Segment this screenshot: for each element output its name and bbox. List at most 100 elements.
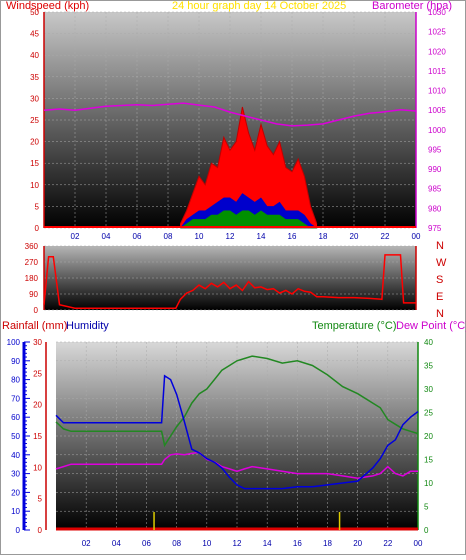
wind-tick-label: 45 <box>30 30 39 39</box>
wind-x-tick-label: 04 <box>102 232 111 241</box>
humidity-tick-label: 100 <box>7 338 21 347</box>
barometer-tick-label: 990 <box>428 165 442 174</box>
wind-x-tick-label: 22 <box>381 232 390 241</box>
barometer-line <box>43 102 417 127</box>
compass-label: E <box>436 291 443 303</box>
temp-x-tick-label: 06 <box>142 539 151 548</box>
temperature-tick-label: 30 <box>424 385 433 394</box>
temp-x-tick-label: 00 <box>414 539 423 548</box>
barometer-tick-label: 985 <box>428 185 442 194</box>
temperature-line <box>55 355 419 448</box>
graph-title: 24 hour graph day 14 October 2025 <box>172 0 347 12</box>
barometer-tick-label: 1010 <box>428 87 446 96</box>
wind-x-tick-label: 14 <box>257 232 266 241</box>
temperature-axis-title: Temperature (°C) <box>312 320 397 332</box>
barometer-axis-title: Barometer (hpa) <box>372 0 453 12</box>
temperature-tick-label: 40 <box>424 338 433 347</box>
wind-tick-label: 40 <box>30 51 39 60</box>
rain-tick-label: 25 <box>33 369 42 378</box>
temp-x-tick-label: 14 <box>263 539 272 548</box>
compass-label: N <box>436 308 444 320</box>
compass-label: W <box>436 257 447 269</box>
wind-tick-label: 5 <box>35 202 40 211</box>
compass-label: S <box>436 274 443 286</box>
temperature-tick-label: 35 <box>424 362 433 371</box>
humidity-tick-label: 0 <box>16 526 21 535</box>
wind-tick-label: 35 <box>30 73 39 82</box>
barometer-tick-label: 975 <box>428 224 442 233</box>
barometer-tick-label: 1005 <box>428 106 446 115</box>
barometer-tick-label: 980 <box>428 204 442 213</box>
wind-tick-label: 30 <box>30 94 39 103</box>
wind-x-tick-label: 10 <box>195 232 204 241</box>
rain-tick-label: 5 <box>38 495 43 504</box>
wind-tick-label: 20 <box>30 138 39 147</box>
direction-tick-label: 180 <box>25 274 39 283</box>
temp-x-tick-label: 04 <box>112 539 121 548</box>
wind-x-tick-label: 18 <box>319 232 328 241</box>
humidity-tick-label: 50 <box>11 432 20 441</box>
temperature-tick-label: 0 <box>424 526 429 535</box>
wind-gust-line <box>179 106 318 224</box>
direction-tick-label: 0 <box>34 306 39 315</box>
temp-x-tick-label: 20 <box>353 539 362 548</box>
humidity-tick-label: 30 <box>11 470 20 479</box>
barometer-tick-label: 1020 <box>428 47 446 56</box>
wind-x-tick-label: 02 <box>71 232 80 241</box>
temp-x-tick-label: 10 <box>202 539 211 548</box>
direction-tick-label: 90 <box>29 290 38 299</box>
wind-tick-label: 25 <box>30 116 39 125</box>
wind-x-tick-label: 00 <box>412 232 421 241</box>
barometer-tick-label: 1015 <box>428 67 446 76</box>
wind-low-band-area <box>179 210 317 229</box>
rain-tick-label: 0 <box>38 526 43 535</box>
humidity-tick-label: 60 <box>11 413 20 422</box>
barometer-tick-label: 1030 <box>428 8 446 17</box>
dewpoint-axis-title: Dew Point (°C) <box>396 320 466 332</box>
temperature-tick-label: 5 <box>424 503 429 512</box>
humidity-tick-label: 10 <box>11 507 20 516</box>
wind-x-tick-label: 20 <box>350 232 359 241</box>
temperature-tick-label: 10 <box>424 479 433 488</box>
wind-x-tick-label: 08 <box>164 232 173 241</box>
temp-x-tick-label: 22 <box>383 539 392 548</box>
rain-tick-label: 30 <box>33 338 42 347</box>
humidity-tick-label: 80 <box>11 376 20 385</box>
dewpoint-line <box>55 451 418 480</box>
barometer-tick-label: 1025 <box>428 28 446 37</box>
temperature-tick-label: 15 <box>424 456 433 465</box>
temp-x-tick-label: 08 <box>172 539 181 548</box>
temp-x-tick-label: 02 <box>82 539 91 548</box>
temp-x-tick-label: 18 <box>323 539 332 548</box>
wind-x-tick-label: 16 <box>288 232 297 241</box>
wind-tick-label: 15 <box>30 159 39 168</box>
temperature-tick-label: 20 <box>424 432 433 441</box>
compass-label: N <box>436 240 444 252</box>
wind-x-tick-label: 06 <box>133 232 142 241</box>
windspeed-axis-title: Windspeed (kph) <box>6 0 90 12</box>
humidity-tick-label: 40 <box>11 451 20 460</box>
direction-tick-label: 360 <box>25 242 39 251</box>
rain-tick-label: 10 <box>33 463 42 472</box>
wind-tick-label: 0 <box>35 224 40 233</box>
wind-tick-label: 50 <box>30 8 39 17</box>
humidity-tick-label: 90 <box>11 357 20 366</box>
temp-x-tick-label: 12 <box>233 539 242 548</box>
wind-direction-line <box>43 254 416 309</box>
humidity-tick-label: 70 <box>11 394 20 403</box>
rainfall-axis-title: Rainfall (mm) <box>2 320 68 332</box>
rain-tick-label: 20 <box>33 401 42 410</box>
temp-x-tick-label: 16 <box>293 539 302 548</box>
wind-tick-label: 10 <box>30 181 39 190</box>
barometer-tick-label: 995 <box>428 145 442 154</box>
humidity-axis-title: Humidity <box>66 320 109 332</box>
humidity-tick-label: 20 <box>11 488 20 497</box>
wind-x-tick-label: 12 <box>226 232 235 241</box>
humidity-line <box>55 374 419 490</box>
temperature-tick-label: 25 <box>424 409 433 418</box>
rain-tick-label: 15 <box>33 432 42 441</box>
direction-tick-label: 270 <box>25 258 39 267</box>
barometer-tick-label: 1000 <box>428 126 446 135</box>
